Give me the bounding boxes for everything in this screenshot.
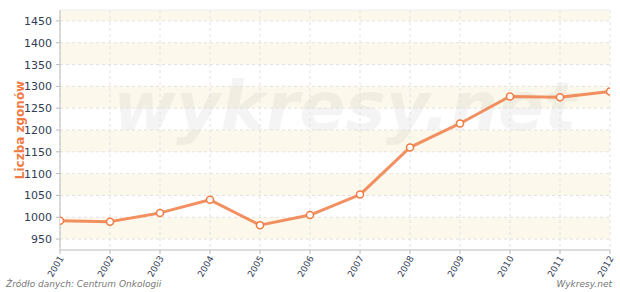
grid-line [60, 42, 610, 43]
x-tick-mark [360, 250, 361, 254]
tick-mark [56, 173, 60, 174]
credit: Wykresy.net [556, 279, 612, 289]
x-tick-mark [160, 250, 161, 254]
x-tick-label: 2010 [496, 254, 516, 279]
grid-line-x [60, 10, 61, 250]
grid-band [60, 174, 610, 196]
watermark: wykresy.net [113, 67, 579, 146]
point [307, 212, 314, 219]
y-tick-label: 1000 [24, 211, 52, 224]
grid-line-x [410, 10, 411, 250]
grid-band [60, 217, 610, 239]
point [607, 88, 611, 95]
grid-line-x [610, 10, 611, 250]
point [507, 93, 514, 100]
y-axis [60, 10, 61, 250]
line [60, 92, 610, 226]
tick-mark [56, 42, 60, 43]
point [357, 191, 364, 198]
x-tick-label: 2009 [446, 254, 466, 279]
x-tick-label: 2006 [296, 254, 316, 279]
chart: wykresy.net 950 1000 1050 1100 1150 1200 1250 13… [0, 0, 620, 292]
x-tick-label: 2011 [546, 254, 566, 279]
x-tick-label: 2007 [346, 254, 366, 279]
point [157, 209, 164, 216]
x-tick-mark [310, 250, 311, 254]
point [207, 196, 214, 203]
grid-line [60, 64, 610, 65]
grid-line [60, 195, 610, 196]
x-tick-mark [60, 250, 61, 254]
y-tick-label: 1050 [24, 189, 52, 202]
tick-mark [56, 130, 60, 131]
x-tick-mark [260, 250, 261, 254]
tick-mark [56, 151, 60, 152]
grid-line [60, 108, 610, 109]
point [107, 218, 114, 225]
frame-top [60, 10, 610, 11]
tick-mark [56, 239, 60, 240]
x-tick-label: 2001 [46, 254, 66, 279]
x-tick-mark [210, 250, 211, 254]
y-tick-label: 1350 [24, 59, 52, 72]
point [257, 222, 264, 229]
x-tick-mark [510, 250, 511, 254]
x-axis [60, 250, 610, 251]
grid-line [60, 151, 610, 152]
tick-mark [56, 86, 60, 87]
grid-line-x [510, 10, 511, 250]
x-tick-mark [410, 250, 411, 254]
y-tick-label: 1100 [24, 168, 52, 181]
x-tick-label: 2008 [396, 254, 416, 279]
grid-line [60, 86, 610, 87]
y-tick-label: 1200 [24, 124, 52, 137]
y-axis-title: Liczba zgonów [13, 81, 27, 179]
grid-line [60, 239, 610, 240]
grid-band [60, 43, 610, 65]
tick-mark [56, 195, 60, 196]
y-tick-label: 1300 [24, 80, 52, 93]
grid-line-x [560, 10, 561, 250]
grid-line [60, 130, 610, 131]
y-tick-label: 1250 [24, 102, 52, 115]
y-tick-label: 1450 [24, 15, 52, 28]
tick-mark [56, 64, 60, 65]
x-tick-label: 2005 [246, 254, 266, 279]
grid-band [60, 10, 610, 21]
source: Źródło danych: Centrum Onkologii [5, 278, 162, 289]
grid-line-x [360, 10, 361, 250]
series [60, 88, 610, 229]
grid-line [60, 20, 610, 21]
grid-line [60, 173, 610, 174]
x-tick-label: 2012 [596, 254, 616, 279]
grid-line-x [210, 10, 211, 250]
y-tick-label: 950 [31, 233, 52, 246]
x-tick-mark [560, 250, 561, 254]
point [407, 144, 414, 151]
point [557, 94, 564, 101]
x-tick-mark [460, 250, 461, 254]
x-tick-mark [110, 250, 111, 254]
grid-line-x [260, 10, 261, 250]
tick-mark [56, 20, 60, 21]
y-tick-label: 1150 [24, 146, 52, 159]
x-tick-mark [610, 250, 611, 254]
x-tick-label: 2004 [196, 254, 216, 279]
point [60, 217, 64, 224]
x-tick-label: 2002 [96, 254, 116, 279]
grid-line-x [110, 10, 111, 250]
grid-line-x [460, 10, 461, 250]
tick-mark [56, 108, 60, 109]
x-tick-label: 2003 [146, 254, 166, 279]
tick-mark [56, 217, 60, 218]
y-tick-label: 1400 [24, 37, 52, 50]
point [457, 120, 464, 127]
